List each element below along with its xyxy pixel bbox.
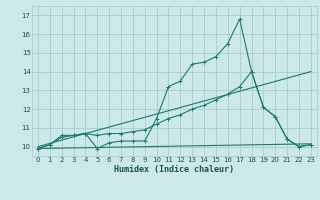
X-axis label: Humidex (Indice chaleur): Humidex (Indice chaleur) — [115, 165, 234, 174]
